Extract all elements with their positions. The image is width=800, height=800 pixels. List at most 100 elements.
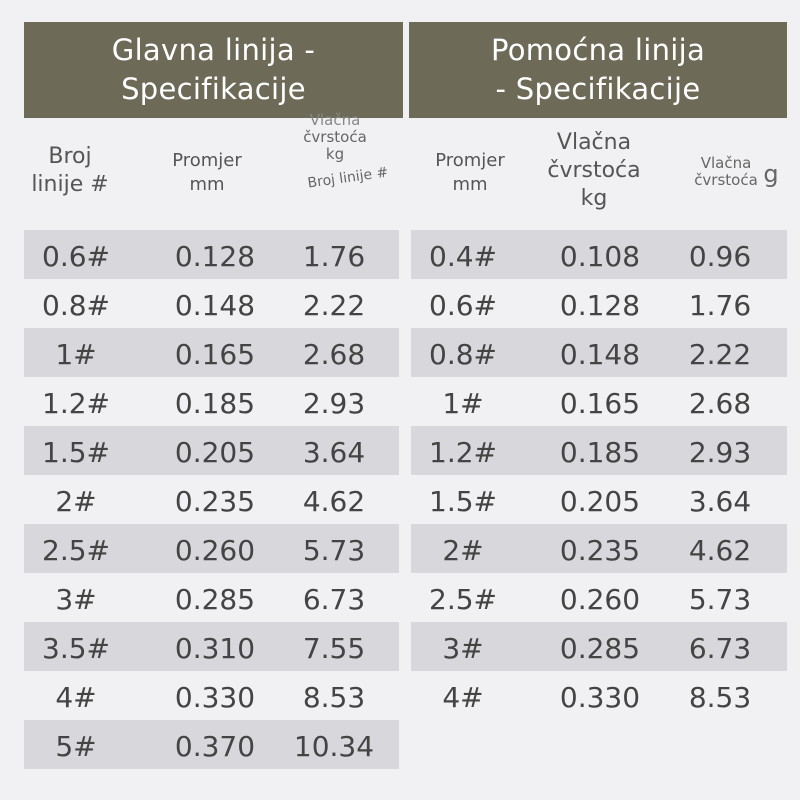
diameter-cell: 0.235: [174, 485, 256, 518]
line-number-cell: 0.8#: [42, 289, 110, 322]
table-row: 1# 0.165 2.68: [24, 328, 399, 377]
aux-header-diameter-word1: Promjer: [435, 150, 505, 171]
header-strength: Vlačna čvrstoća kg: [290, 112, 380, 163]
table-row: 0.8# 0.148 2.22: [24, 279, 399, 328]
main-line-table-body: 0.6# 0.128 1.76 0.8# 0.148 2.22 1# 0.165 2.68 1.2…: [24, 230, 399, 769]
aux-line-title-line2: - Specifikacije: [495, 72, 701, 106]
strength-cell: 2.22: [688, 338, 752, 371]
line-number-cell: 3#: [55, 583, 97, 616]
table-row: 2# 0.235 4.62: [24, 475, 399, 524]
strength-cell: 3.64: [302, 436, 366, 469]
header-diameter: Promjer mm: [150, 149, 264, 197]
header-line-number-word2: linije #: [31, 172, 109, 197]
aux-line-title-line1: Pomoćna linija: [490, 33, 706, 67]
line-number-cell: 3#: [442, 632, 484, 665]
line-number-cell: 2.5#: [42, 534, 110, 567]
line-number-cell: 1.5#: [42, 436, 110, 469]
strength-cell: 4.62: [302, 485, 366, 518]
table-row: 2.5# 0.260 5.73: [411, 573, 787, 622]
table-row: 1.5# 0.205 3.64: [24, 426, 399, 475]
line-number-cell: 1.5#: [429, 485, 497, 518]
table-row: 1# 0.165 2.68: [411, 377, 787, 426]
diameter-cell: 0.148: [559, 338, 641, 371]
diameter-cell: 0.108: [559, 240, 641, 273]
table-row: 5# 0.370 10.34: [24, 720, 399, 769]
main-line-title-line1: Glavna linija -: [111, 33, 316, 67]
diameter-cell: 0.165: [559, 387, 641, 420]
diameter-cell: 0.310: [174, 632, 256, 665]
strength-cell: 8.53: [688, 681, 752, 714]
aux-line-panel: Pomoćna linija - Specifikacije Promjer m…: [403, 0, 800, 800]
header-strength-unit: kg: [325, 145, 345, 163]
aux-header-strength-extra: Vlačna čvrstoća: [679, 155, 773, 189]
aux-header-cut-suffix: g: [763, 160, 779, 188]
aux-line-table-body: 0.4# 0.108 0.96 0.6# 0.128 1.76 0.8# 0.148 2.22 1…: [411, 230, 787, 720]
strength-cell: 5.73: [688, 583, 752, 616]
aux-header-strength-word1: Vlačna: [556, 130, 632, 155]
main-line-panel: Glavna linija - Specifikacije Broj linij…: [24, 22, 403, 769]
diameter-cell: 0.128: [559, 289, 641, 322]
strength-cell: 2.22: [302, 289, 366, 322]
main-line-title-banner: Glavna linija - Specifikacije: [24, 22, 403, 118]
diameter-cell: 0.185: [174, 387, 256, 420]
table-row: 4# 0.330 8.53: [411, 671, 787, 720]
strength-cell: 8.53: [302, 681, 366, 714]
diameter-cell: 0.148: [174, 289, 256, 322]
strength-cell: 6.73: [688, 632, 752, 665]
line-number-cell: 2#: [442, 534, 484, 567]
diameter-cell: 0.260: [559, 583, 641, 616]
diameter-cell: 0.330: [559, 681, 641, 714]
aux-header-diameter: Promjer mm: [417, 149, 523, 197]
aux-header-strength-word2: čvrstoća: [547, 158, 641, 183]
header-line-number-word1: Broj: [48, 144, 92, 169]
header-diameter-word1: Promjer: [172, 150, 242, 171]
table-row: 1.2# 0.185 2.93: [24, 377, 399, 426]
table-row: 3# 0.285 6.73: [411, 622, 787, 671]
header-strength-extra: Broj linije #: [306, 164, 390, 192]
table-row: 0.6# 0.128 1.76: [411, 279, 787, 328]
diameter-cell: 0.128: [174, 240, 256, 273]
line-number-cell: 2.5#: [429, 583, 497, 616]
line-number-cell: 0.6#: [42, 240, 110, 273]
table-row: 3.5# 0.310 7.55: [24, 622, 399, 671]
strength-cell: 1.76: [688, 289, 752, 322]
strength-cell: 4.62: [688, 534, 752, 567]
line-number-cell: 1#: [442, 387, 484, 420]
main-line-title-line2: Specifikacije: [121, 72, 306, 106]
diameter-cell: 0.285: [174, 583, 256, 616]
diameter-cell: 0.205: [559, 485, 641, 518]
strength-cell: 7.55: [302, 632, 366, 665]
aux-header-strength-extra-word1: Vlačna: [700, 154, 752, 172]
line-number-cell: 0.4#: [429, 240, 497, 273]
table-row: 2.5# 0.260 5.73: [24, 524, 399, 573]
diameter-cell: 0.235: [559, 534, 641, 567]
line-number-cell: 0.6#: [429, 289, 497, 322]
table-row: 0.8# 0.148 2.22: [411, 328, 787, 377]
table-row: 1.5# 0.205 3.64: [411, 475, 787, 524]
line-number-cell: 4#: [55, 681, 97, 714]
diameter-cell: 0.185: [559, 436, 641, 469]
strength-cell: 2.93: [302, 387, 366, 420]
strength-cell: 2.93: [688, 436, 752, 469]
table-row: 2# 0.235 4.62: [411, 524, 787, 573]
header-diameter-unit: mm: [189, 174, 225, 195]
table-row: 0.4# 0.108 0.96: [411, 230, 787, 279]
aux-header-strength-extra-word2: čvrstoća: [694, 171, 758, 189]
line-number-cell: 2#: [55, 485, 97, 518]
diameter-cell: 0.205: [174, 436, 256, 469]
header-strength-word1: Vlačna: [309, 111, 361, 129]
diameter-cell: 0.370: [174, 730, 256, 763]
aux-header-strength-unit: kg: [580, 186, 608, 211]
strength-cell: 2.68: [302, 338, 366, 371]
diameter-cell: 0.330: [174, 681, 256, 714]
table-row: 1.2# 0.185 2.93: [411, 426, 787, 475]
line-number-cell: 4#: [442, 681, 484, 714]
table-row: 4# 0.330 8.53: [24, 671, 399, 720]
strength-cell: 3.64: [688, 485, 752, 518]
aux-line-title-banner: Pomoćna linija - Specifikacije: [409, 22, 787, 118]
line-number-cell: 3.5#: [42, 632, 110, 665]
strength-cell: 10.34: [293, 730, 375, 763]
strength-cell: 2.68: [688, 387, 752, 420]
strength-cell: 0.96: [688, 240, 752, 273]
line-number-cell: 5#: [55, 730, 97, 763]
